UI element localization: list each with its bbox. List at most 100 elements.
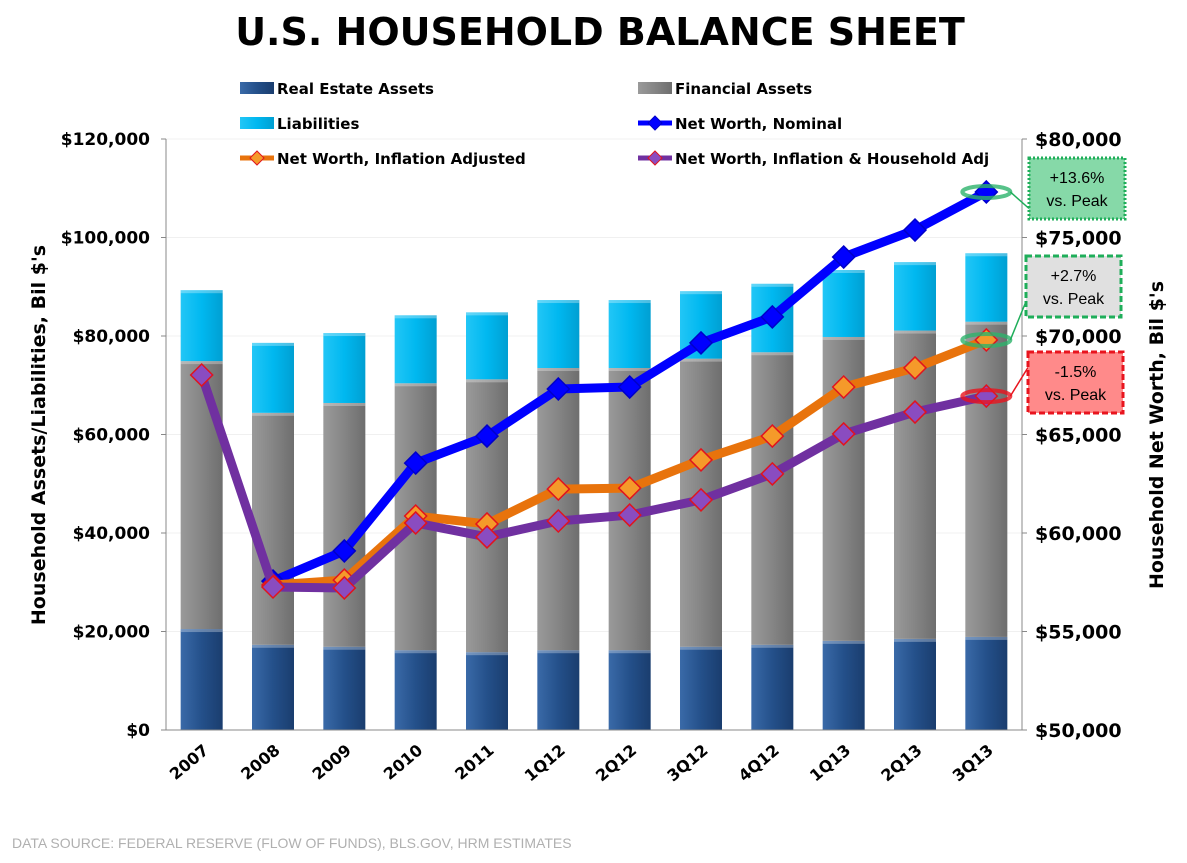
bar-highlight (180, 290, 223, 294)
source-note: DATA SOURCE: FEDERAL RESERVE (FLOW OF FU… (12, 835, 572, 851)
callout-percent: +13.6% (1050, 170, 1105, 187)
bar-highlight (252, 644, 294, 648)
y-axis-left-label: Household Assets/Liabilities, Bil $'s (28, 245, 50, 625)
bar-liabilities (608, 300, 651, 369)
bar-liabilities (466, 312, 508, 380)
legend-label: Financial Assets (675, 80, 812, 98)
y-left-tick-label: $60,000 (73, 426, 151, 446)
legend-marker (249, 150, 265, 166)
y-left-tick-label: $100,000 (61, 229, 150, 249)
x-tick-label: 2Q13 (877, 741, 925, 786)
bar-highlight (466, 379, 508, 383)
legend-swatch (240, 82, 274, 94)
bar-financial-assets (252, 412, 294, 645)
callout-percent: +2.7% (1051, 268, 1097, 285)
y-right-tick-label: $70,000 (1035, 326, 1122, 348)
callout-leader (1009, 301, 1027, 341)
y-right-tick-label: $55,000 (1035, 622, 1122, 644)
y-right-tick-label: $80,000 (1035, 129, 1122, 151)
bar-liabilities (822, 270, 865, 337)
legend-label: Real Estate Assets (277, 80, 434, 98)
line-marker (546, 477, 571, 502)
bar-financial-assets (751, 352, 794, 645)
bar-financial-assets (965, 321, 1008, 637)
bar-highlight (323, 333, 366, 337)
x-tick-label: 2008 (237, 741, 283, 784)
legend-marker (647, 150, 663, 166)
legend-item: Net Worth, Inflation Adjusted (240, 150, 526, 168)
line-marker (831, 374, 856, 400)
bar-highlight (751, 644, 794, 648)
bar-highlight (680, 358, 722, 362)
line-marker (760, 461, 785, 486)
bar-real-estate-assets (252, 644, 294, 730)
line-marker (831, 244, 856, 270)
bar-highlight (608, 368, 651, 372)
bar-real-estate-assets (680, 646, 722, 730)
legend-label: Net Worth, Inflation Adjusted (277, 150, 526, 168)
y-right-tick-label: $75,000 (1035, 228, 1122, 250)
legend-label: Liabilities (277, 115, 359, 133)
annotation-callout: +2.7% vs. Peak (960, 254, 1123, 348)
bar-highlight (894, 330, 936, 334)
bar-liabilities (537, 300, 580, 369)
bar-highlight (608, 650, 651, 654)
bar-real-estate-assets (537, 650, 580, 730)
line-marker (546, 508, 571, 534)
bar-highlight (466, 652, 508, 656)
bar-real-estate-assets (180, 629, 223, 730)
line-marker (688, 487, 714, 512)
bar-liabilities (965, 253, 1008, 322)
x-tick-label: 2007 (166, 741, 212, 784)
annotation-callout: +13.6% vs. Peak (960, 156, 1127, 221)
bar-highlight (252, 342, 294, 346)
line-marker (831, 421, 856, 446)
y-left-tick-label: $120,000 (61, 130, 150, 150)
callout-leader (1009, 367, 1029, 397)
line-marker (474, 524, 500, 550)
line-marker (760, 304, 785, 329)
bar-real-estate-assets (394, 650, 437, 730)
line-marker (760, 424, 785, 449)
callout-box (1024, 254, 1123, 319)
y-right-tick-label: $50,000 (1035, 720, 1122, 742)
bar-financial-assets (180, 361, 223, 630)
bar-highlight (680, 646, 722, 650)
bar-highlight (965, 321, 1008, 325)
x-tick-label: 2009 (309, 741, 355, 784)
legend-item: Net Worth, Nominal (638, 115, 842, 133)
y-left-tick-label: $0 (126, 721, 150, 741)
bar-highlight (894, 638, 936, 642)
line-marker (902, 399, 928, 425)
bar-highlight (680, 291, 722, 295)
callout-percent: -1.5% (1055, 364, 1097, 381)
bar-highlight (822, 640, 865, 644)
bar-liabilities (252, 342, 294, 413)
annotation-callout: -1.5% vs. Peak (960, 350, 1125, 415)
bar-highlight (180, 361, 223, 365)
bar-highlight (323, 402, 366, 406)
bar-real-estate-assets (822, 640, 865, 730)
legend-marker (647, 115, 663, 131)
bar-highlight (394, 383, 437, 387)
legend-label: Net Worth, Inflation & Household Adj (675, 150, 989, 168)
x-tick-label: 3Q13 (949, 741, 997, 786)
y-axis-right-label: Household Net Worth, Bil $'s (1146, 281, 1168, 589)
bar-highlight (537, 368, 580, 372)
callout-leader (1009, 191, 1030, 210)
callout-box (1026, 350, 1125, 415)
legend-item: Liabilities (240, 115, 359, 133)
bar-highlight (252, 412, 294, 416)
y-left-tick-label: $20,000 (73, 623, 151, 643)
bar-highlight (965, 636, 1008, 640)
bar-highlight (822, 336, 865, 340)
bar-real-estate-assets (894, 638, 936, 730)
bar-highlight (394, 650, 437, 654)
legend-swatch (240, 117, 274, 129)
line-marker (902, 355, 928, 380)
x-tick-label: 3Q12 (663, 741, 711, 786)
line-marker (332, 575, 357, 601)
bar-real-estate-assets (965, 636, 1008, 730)
bar-liabilities (323, 333, 366, 403)
callout-box (1027, 156, 1127, 221)
